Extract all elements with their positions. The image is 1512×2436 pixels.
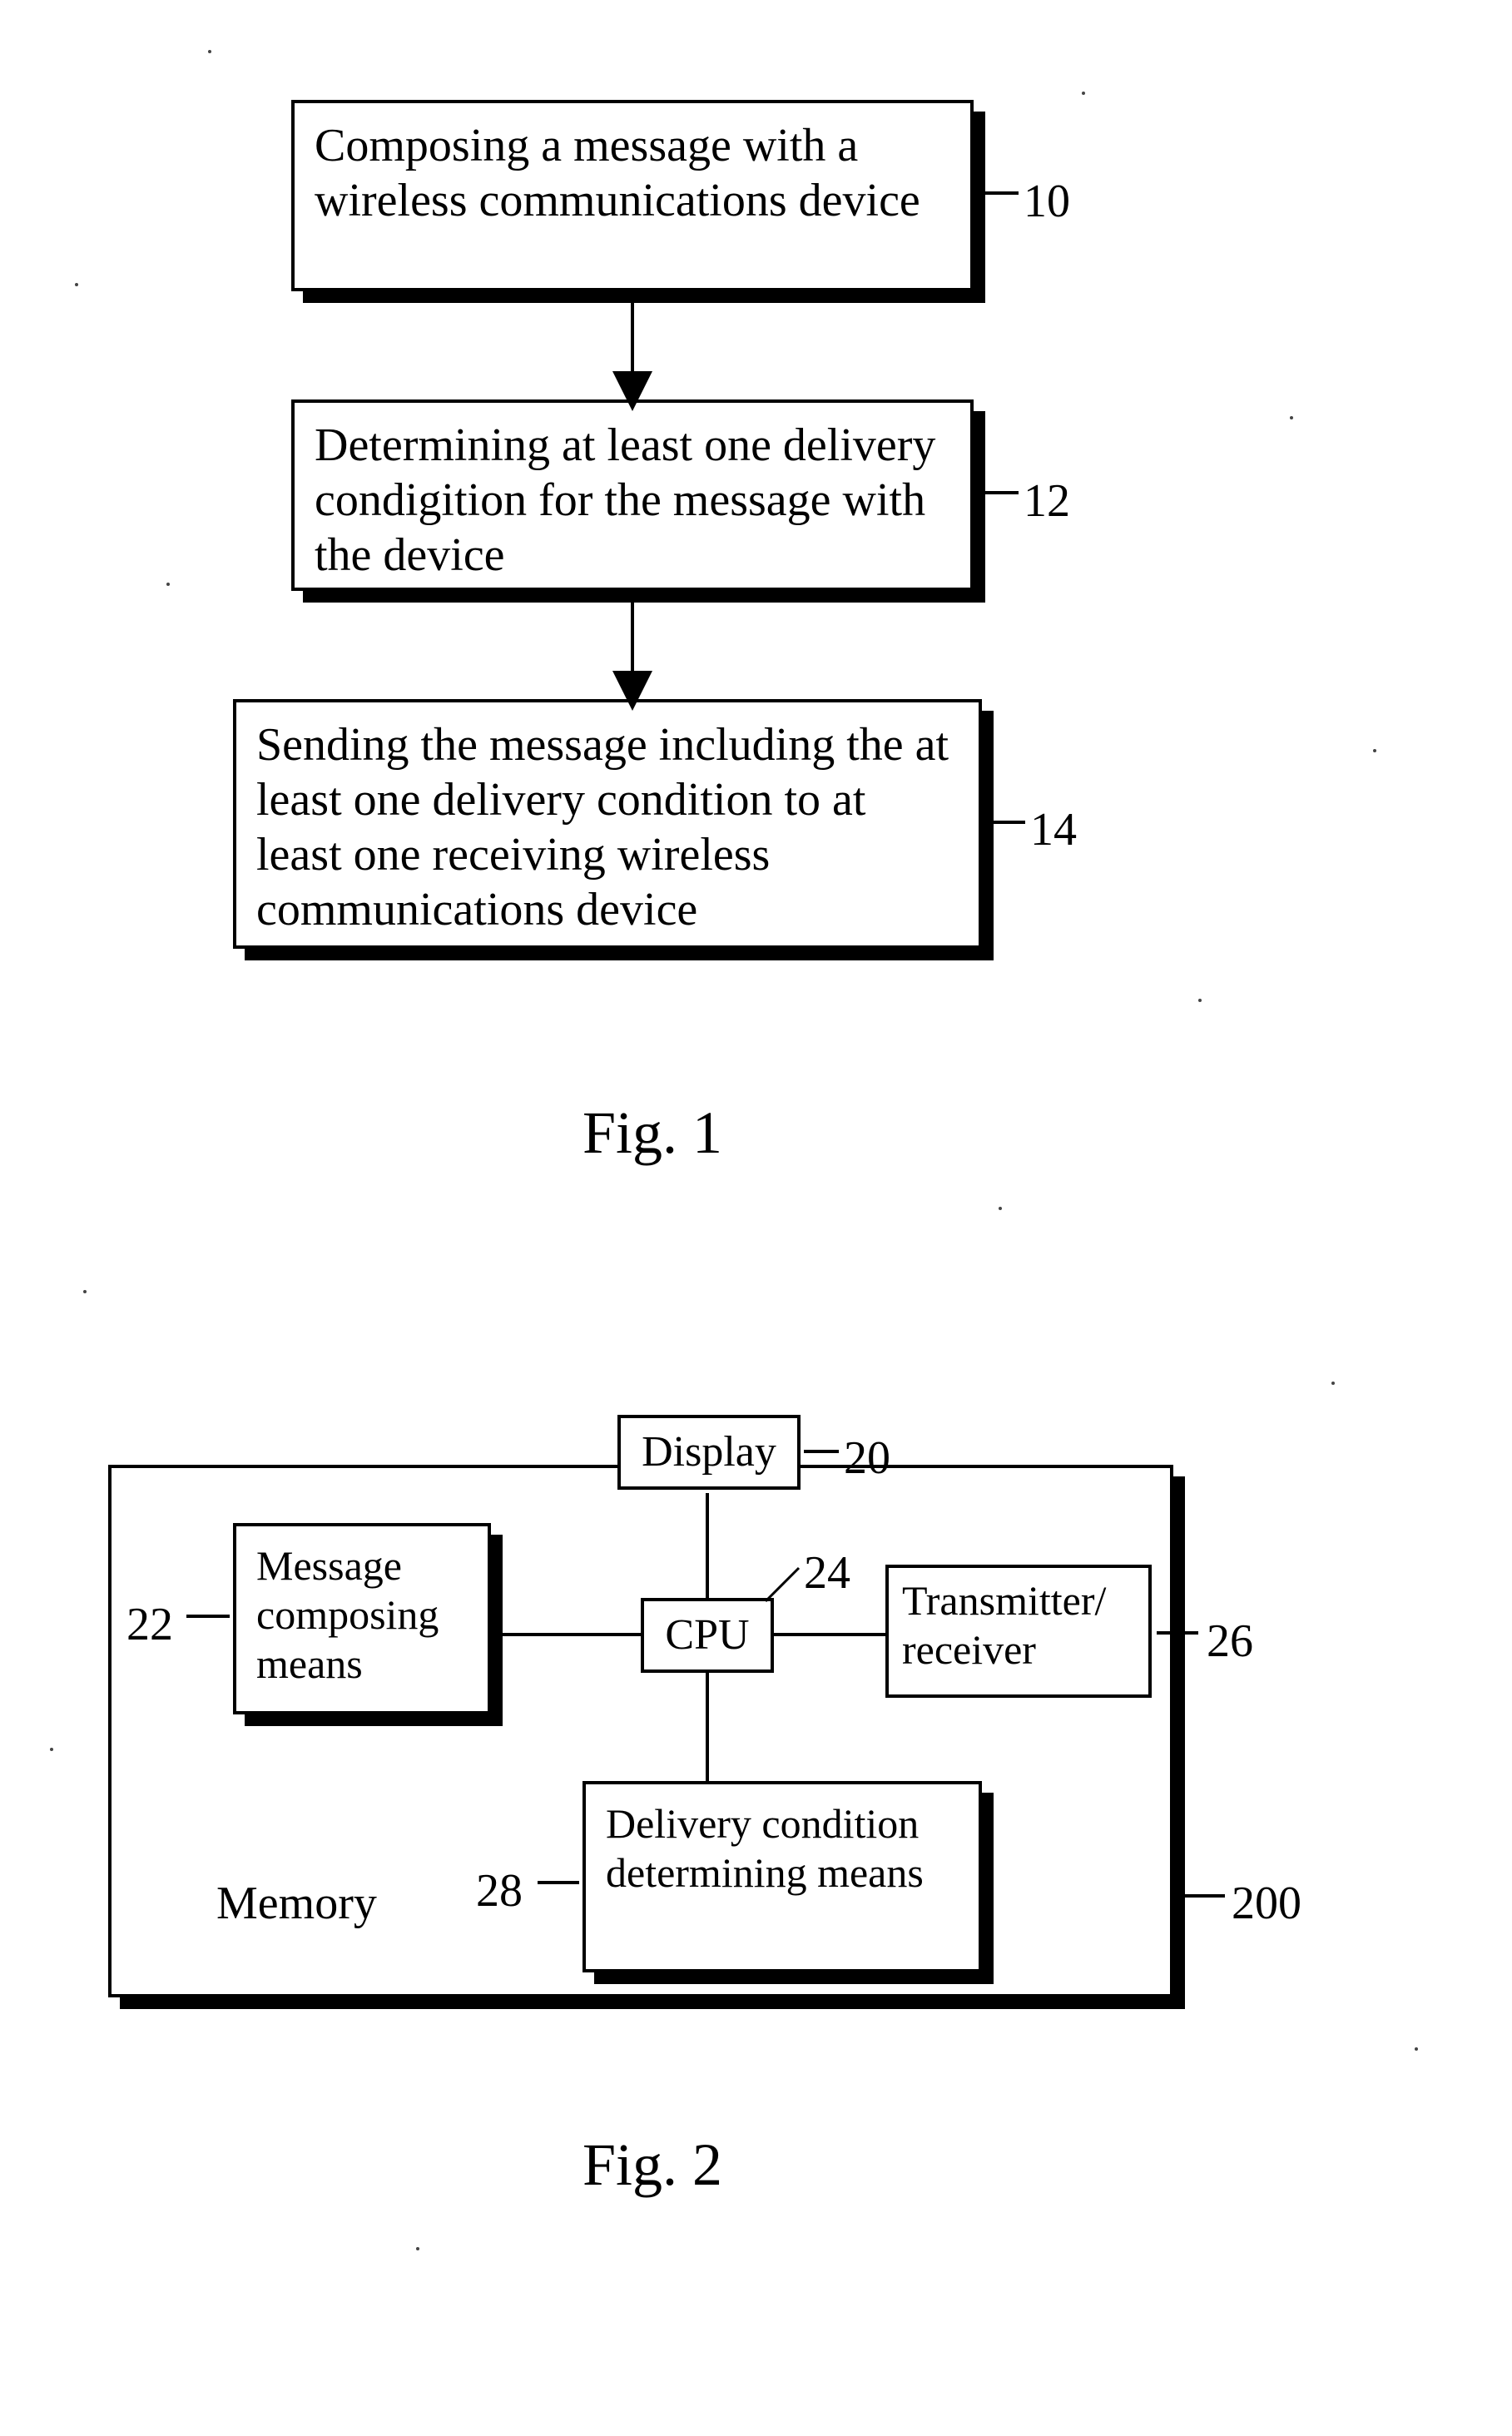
fig1-caption: Fig. 1	[582, 1099, 722, 1168]
fig2-memory-num: 200	[1232, 1877, 1301, 1930]
fig1-node-14-label: 14	[1030, 803, 1077, 856]
scan-speck	[999, 1207, 1002, 1210]
scan-speck	[1198, 999, 1202, 1002]
fig2-txrx-box: Transmitter/ receiver	[885, 1565, 1152, 1698]
fig2-delcond-text: Delivery condition determining means	[606, 1799, 959, 1898]
fig2-memory-label: Memory	[216, 1877, 377, 1930]
fig2-display-box: Display	[617, 1415, 801, 1490]
scan-speck	[166, 583, 170, 586]
fig2-display-text: Display	[642, 1428, 776, 1476]
fig2-caption: Fig. 2	[582, 2131, 722, 2200]
scan-speck	[208, 50, 211, 53]
fig2-display-label: 20	[844, 1431, 890, 1485]
scan-speck	[416, 2247, 419, 2250]
scan-speck	[1331, 1382, 1335, 1385]
fig1-node-12-text: Determining at least one delivery condig…	[315, 418, 950, 583]
scan-speck	[75, 283, 78, 286]
fig1-node-10-text: Composing a message with a wireless comm…	[315, 118, 950, 228]
scan-speck	[50, 1748, 53, 1751]
fig2-msgcomp-label: 22	[126, 1598, 173, 1651]
page-root: Composing a message with a wireless comm…	[0, 0, 1512, 2436]
scan-speck	[1373, 749, 1376, 752]
fig1-node-10: Composing a message with a wireless comm…	[291, 100, 974, 291]
scan-speck	[1415, 2047, 1418, 2051]
fig2-cpu-label: 24	[804, 1546, 850, 1600]
fig1-node-10-label: 10	[1024, 175, 1070, 228]
fig1-node-14: Sending the message including the at lea…	[233, 699, 982, 949]
fig1-node-14-text: Sending the message including the at lea…	[256, 717, 959, 937]
connector-overlay	[0, 0, 1512, 2436]
fig2-msgcomp-text: Message composing means	[256, 1541, 468, 1689]
scan-speck	[83, 1290, 87, 1293]
scan-speck	[1082, 92, 1085, 95]
fig2-msgcomp-box: Message composing means	[233, 1523, 491, 1714]
fig2-cpu-text: CPU	[665, 1611, 749, 1659]
fig2-txrx-text: Transmitter/ receiver	[902, 1576, 1135, 1674]
fig2-delcond-box: Delivery condition determining means	[582, 1781, 982, 1972]
fig2-txrx-label: 26	[1207, 1615, 1253, 1668]
fig2-cpu-box: CPU	[641, 1598, 774, 1673]
scan-speck	[1290, 416, 1293, 419]
fig1-node-12-label: 12	[1024, 474, 1070, 528]
fig1-node-12: Determining at least one delivery condig…	[291, 399, 974, 591]
fig2-delcond-label: 28	[476, 1864, 523, 1918]
